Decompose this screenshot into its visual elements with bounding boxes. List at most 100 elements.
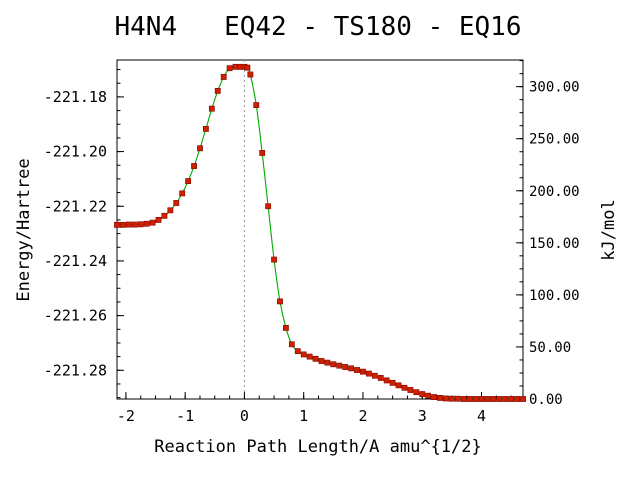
data-point: [443, 395, 449, 402]
y2-axis-label: kJ/mol: [599, 199, 619, 260]
data-point: [395, 382, 402, 389]
data-point: [137, 221, 144, 228]
data-point: [214, 87, 221, 94]
plot-frame: [116, 59, 524, 400]
data-point: [413, 389, 420, 396]
data-point: [407, 387, 414, 393]
data-point: [342, 364, 349, 370]
data-point: [120, 221, 126, 228]
data-point: [226, 65, 233, 72]
y-tick-label: -221.18: [44, 88, 107, 106]
data-point: [131, 221, 138, 228]
data-point: [383, 377, 390, 384]
x-tick-label: -1: [176, 407, 194, 425]
data-point: [472, 396, 479, 402]
data-point: [354, 367, 360, 373]
data-point: [365, 370, 372, 377]
data-point: [348, 365, 355, 372]
y2-tick-label: 100.00: [529, 288, 580, 304]
data-point: [300, 351, 307, 358]
bottom-axis-ticks: -2 -1 0 1 2 3 4: [117, 392, 512, 425]
y2-tick-label: 200.00: [529, 184, 580, 200]
data-point: [425, 392, 432, 399]
data-point: [244, 64, 251, 71]
right-axis-ticks: 300.00 250.00 200.00 150.00 100.00 50.00 0.00: [516, 60, 580, 408]
data-point: [294, 348, 301, 355]
data-point: [502, 396, 509, 402]
data-point: [161, 212, 168, 219]
data-point: [514, 396, 520, 402]
data-point: [330, 361, 337, 368]
data-point: [460, 396, 467, 402]
data-point: [247, 71, 254, 78]
data-point: [167, 207, 174, 214]
data-point: [197, 145, 203, 152]
x-tick-label: 2: [358, 407, 367, 425]
data-point: [360, 368, 366, 375]
chart-title: H4N4 EQ42 - TS180 - EQ16: [115, 12, 522, 42]
data-point: [271, 256, 277, 263]
data-point: [336, 362, 343, 369]
data-point: [203, 125, 209, 132]
x-tick-label: 4: [477, 407, 486, 425]
data-point: [318, 358, 325, 364]
data-point: [149, 219, 156, 226]
x-tick-label: -2: [117, 407, 135, 425]
y-tick-label: -221.26: [44, 307, 107, 325]
y-tick-label: -221.20: [44, 143, 107, 161]
y-tick-label: -221.24: [44, 252, 107, 270]
energy-curve: [116, 66, 523, 400]
data-point: [520, 396, 526, 402]
data-point: [508, 396, 515, 402]
data-point: [185, 178, 192, 185]
left-axis-ticks: -221.18 -221.20 -221.22 -221.24 -221.26 -221.…: [44, 69, 124, 399]
data-point: [484, 396, 491, 402]
data-point: [448, 395, 455, 402]
x-axis-label: Reaction Path Length/A amu^{1/2}: [154, 437, 482, 457]
data-point: [125, 221, 132, 228]
data-point: [283, 325, 289, 331]
y-tick-label: -221.22: [44, 197, 107, 215]
y2-tick-label: 300.00: [529, 80, 580, 96]
data-point: [114, 221, 120, 228]
data-point: [232, 63, 239, 70]
data-point: [191, 163, 197, 169]
data-point: [179, 190, 186, 197]
data-point: [490, 396, 497, 402]
data-point: [277, 298, 283, 305]
data-point: [419, 391, 426, 397]
data-point: [431, 394, 437, 400]
data-point: [143, 220, 150, 227]
data-point: [496, 396, 503, 402]
data-point: [208, 105, 215, 112]
x-tick-label: 3: [418, 407, 427, 425]
data-point: [155, 217, 162, 223]
data-point: [220, 74, 227, 80]
data-point: [377, 375, 384, 381]
data-point: [371, 372, 378, 379]
data-point: [324, 359, 331, 366]
data-point: [265, 203, 272, 210]
data-point: [478, 396, 485, 402]
y2-tick-label: 50.00: [529, 340, 571, 356]
data-point: [401, 384, 408, 391]
data-point: [389, 379, 396, 386]
y2-tick-label: 150.00: [529, 236, 580, 252]
data-point: [173, 200, 180, 206]
data-point: [437, 395, 443, 401]
energy-points: [114, 63, 526, 402]
y-tick-label: -221.28: [44, 361, 107, 379]
data-point: [288, 341, 295, 348]
data-point: [312, 355, 319, 362]
y-axis-label: Energy/Hartree: [14, 158, 34, 301]
y2-tick-label: 250.00: [529, 132, 580, 148]
data-point: [306, 353, 313, 360]
x-tick-label: 1: [299, 407, 308, 425]
data-point: [454, 395, 461, 402]
x-tick-label: 0: [240, 407, 249, 425]
data-point: [259, 150, 266, 156]
data-point: [253, 102, 260, 109]
y2-tick-label: 0.00: [529, 392, 563, 408]
data-point: [466, 396, 473, 402]
